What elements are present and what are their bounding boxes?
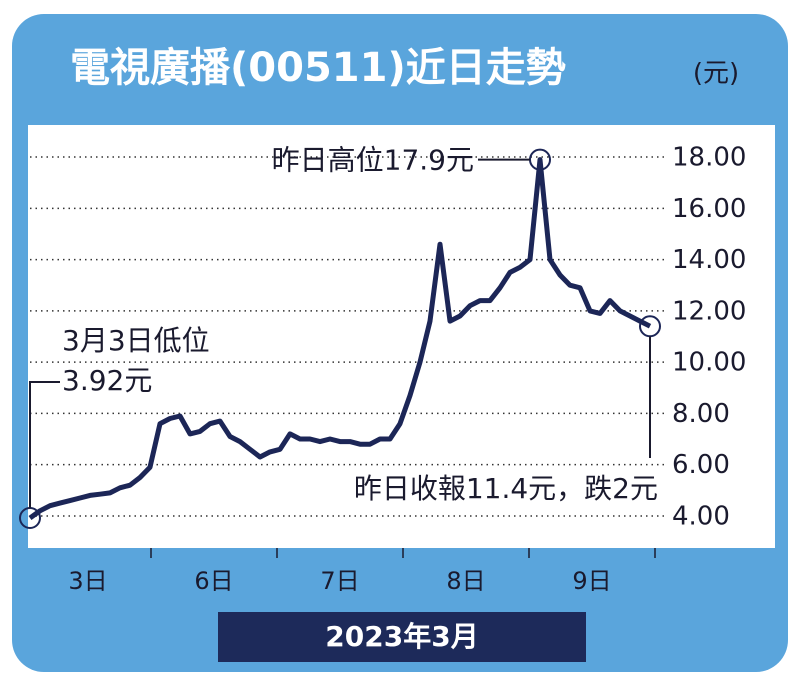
annotation: 3月3日低位 xyxy=(62,324,210,357)
y-tick-label: 4.00 xyxy=(672,501,730,531)
x-label: 2023年3月 xyxy=(325,620,478,653)
annotation: 昨日收報11.4元，跌2元 xyxy=(354,472,658,505)
y-tick-label: 16.00 xyxy=(672,194,746,224)
y-unit: (元) xyxy=(693,59,739,89)
chart-title: 電視廣播(00511)近日走勢 xyxy=(70,45,566,91)
y-tick-label: 12.00 xyxy=(672,296,746,326)
annotation: 3.92元 xyxy=(62,364,152,397)
x-tick-label: 6日 xyxy=(194,567,233,595)
x-tick-label: 3日 xyxy=(68,567,107,595)
x-tick-label: 8日 xyxy=(446,567,485,595)
annotation: 昨日高位17.9元 xyxy=(272,144,474,177)
y-tick-label: 14.00 xyxy=(672,245,746,275)
y-tick-label: 18.00 xyxy=(672,143,746,173)
price-line xyxy=(28,157,652,521)
y-tick-label: 8.00 xyxy=(672,399,730,429)
x-label-box xyxy=(218,612,586,662)
y-tick-label: 10.00 xyxy=(672,348,746,378)
x-tick-label: 9日 xyxy=(572,567,611,595)
y-tick-label: 6.00 xyxy=(672,450,730,480)
leader-line xyxy=(29,381,60,509)
x-tick-label: 7日 xyxy=(320,567,359,595)
